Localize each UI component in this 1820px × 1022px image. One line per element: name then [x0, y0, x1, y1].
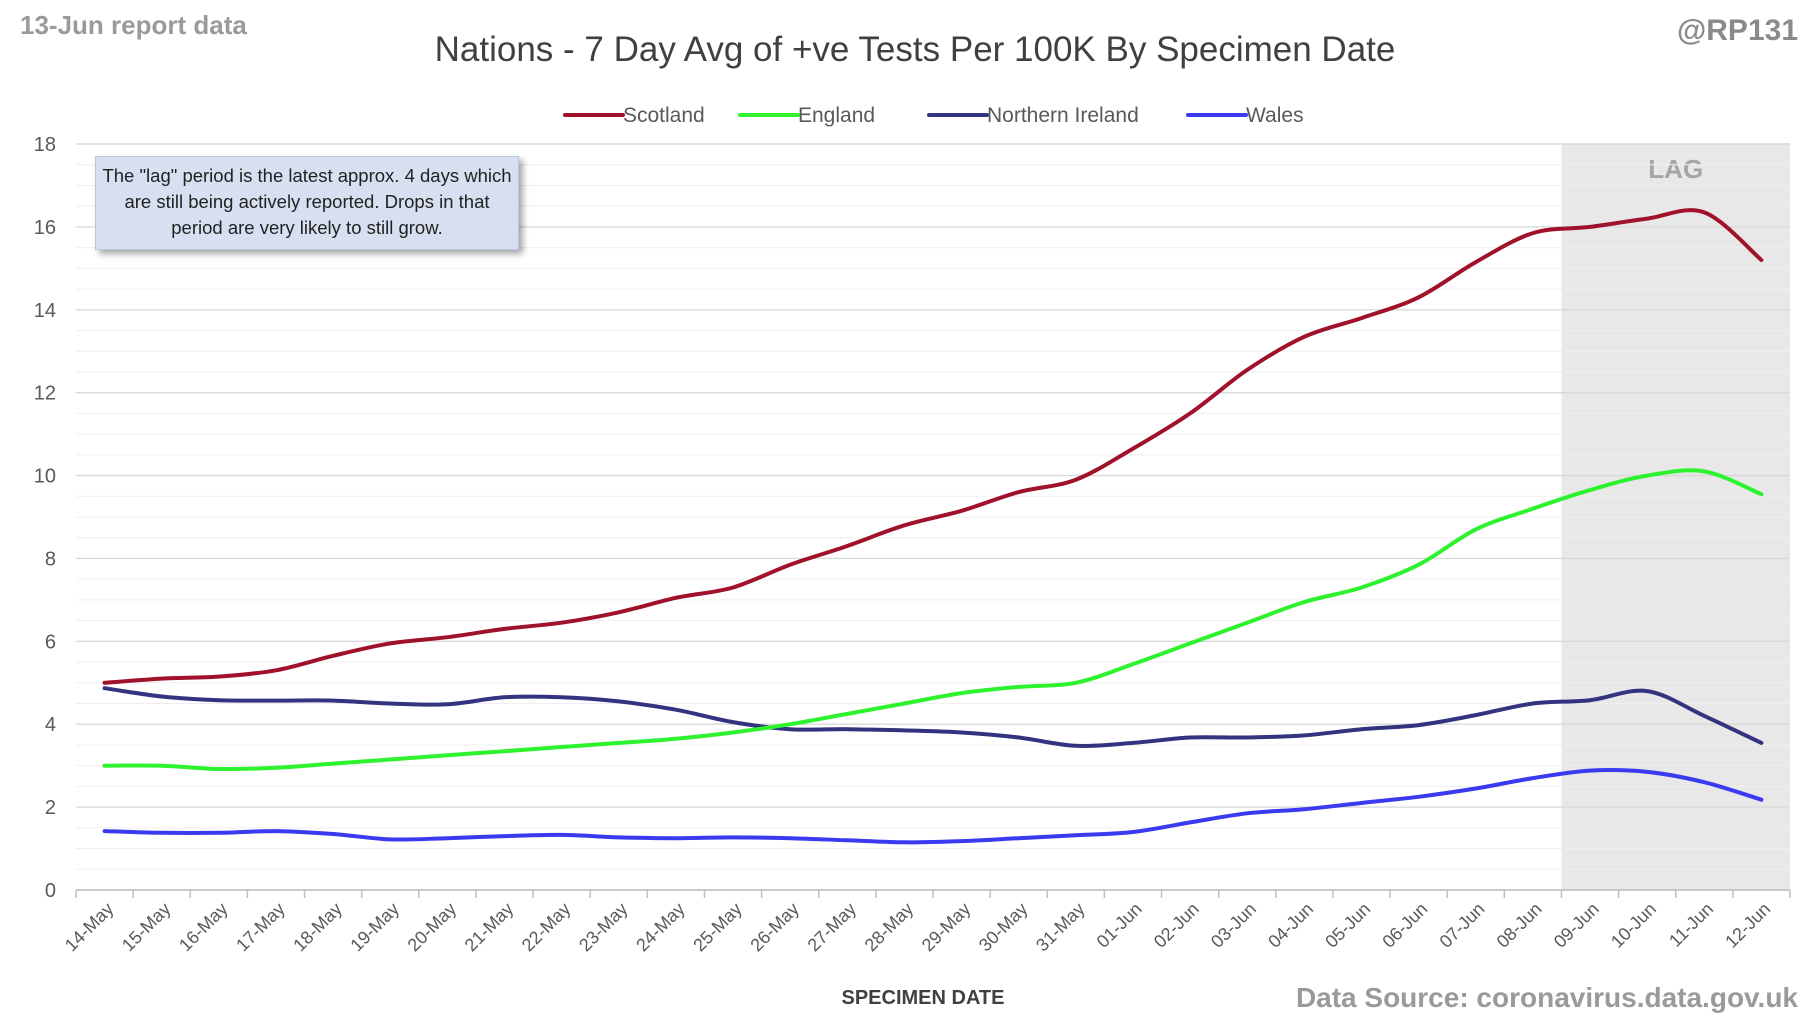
x-tick-label: 05-Jun	[1321, 899, 1374, 952]
x-tick-label: 24-May	[632, 899, 689, 956]
y-tick-label: 6	[45, 631, 56, 653]
y-tick-label: 2	[45, 797, 56, 819]
y-tick-label: 4	[45, 714, 56, 736]
x-tick-label: 28-May	[861, 899, 918, 956]
report-date-label: 13-Jun report data	[20, 10, 247, 40]
x-tick-label: 30-May	[975, 899, 1032, 956]
x-tick-label: 07-Jun	[1436, 899, 1489, 952]
x-tick-label: 23-May	[575, 899, 632, 956]
x-tick-label: 17-May	[232, 899, 289, 956]
x-tick-label: 03-Jun	[1207, 899, 1260, 952]
x-tick-label: 12-Jun	[1721, 899, 1774, 952]
x-tick-label: 11-Jun	[1665, 899, 1717, 951]
data-source-label: Data Source: coronavirus.data.gov.uk	[1295, 982, 1798, 1013]
x-tick-label: 10-Jun	[1607, 899, 1660, 952]
x-tick-label: 29-May	[918, 899, 975, 956]
series-line-england	[102, 468, 1764, 772]
x-tick-label: 04-Jun	[1264, 899, 1317, 952]
series-line-scotland	[102, 208, 1764, 685]
x-tick-label: 08-Jun	[1493, 899, 1546, 952]
x-tick-label: 20-May	[404, 899, 461, 956]
author-handle: @RP131	[1677, 14, 1798, 47]
y-tick-label: 16	[34, 217, 56, 239]
lag-label: LAG	[1648, 154, 1703, 184]
y-tick-label: 8	[45, 548, 56, 570]
x-tick-label: 15-May	[118, 899, 175, 956]
legend-label-scotland: Scotland	[623, 104, 705, 127]
x-tick-label: 06-Jun	[1378, 899, 1431, 952]
y-tick-label: 10	[34, 466, 56, 488]
x-tick-label: 09-Jun	[1550, 899, 1603, 952]
x-tick-label: 01-Jun	[1093, 899, 1146, 952]
x-tick-label: 21-May	[461, 899, 518, 956]
legend-label-northern-ireland: Northern Ireland	[987, 104, 1139, 127]
chart-title: Nations - 7 Day Avg of +ve Tests Per 100…	[435, 30, 1396, 69]
x-tick-label: 16-May	[175, 899, 232, 956]
x-tick-label: 22-May	[518, 899, 575, 956]
legend-label-england: England	[798, 104, 875, 127]
x-tick-label: 26-May	[746, 899, 803, 956]
x-tick-label: 31-May	[1032, 899, 1089, 956]
lag-note-box: The "lag" period is the latest approx. 4…	[95, 156, 519, 250]
y-tick-label: 0	[45, 880, 56, 902]
x-tick-label: 19-May	[346, 899, 403, 956]
x-tick-label: 27-May	[804, 899, 861, 956]
x-tick-label: 02-Jun	[1150, 899, 1203, 952]
x-tick-label: 25-May	[689, 899, 746, 956]
x-tick-label: 18-May	[289, 899, 346, 956]
y-tick-label: 18	[34, 134, 56, 156]
x-tick-label: 14-May	[61, 899, 118, 956]
y-tick-label: 12	[34, 383, 56, 405]
series-line-northern-ireland	[102, 686, 1764, 748]
legend-label-wales: Wales	[1246, 104, 1304, 127]
x-axis-title: SPECIMEN DATE	[842, 987, 1005, 1009]
series-line-wales	[102, 768, 1764, 845]
y-tick-label: 14	[34, 300, 56, 322]
